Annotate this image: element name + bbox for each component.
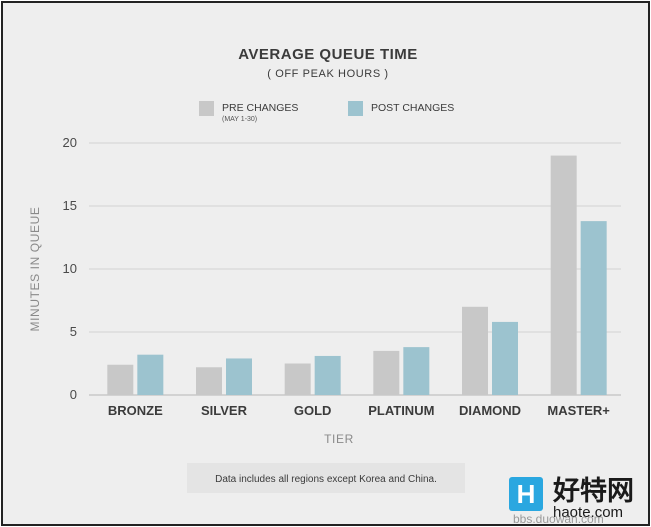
watermark-logo-letter: H [517, 479, 536, 509]
bar-post-gold [314, 355, 341, 395]
y-axis-title: MINUTES IN QUEUE [28, 207, 42, 332]
x-category-label: BRONZE [108, 403, 163, 418]
x-category-label: DIAMOND [459, 403, 521, 418]
x-category-labels: BRONZE SILVER GOLD PLATINUM DIAMOND MASTER+ [108, 403, 610, 418]
watermark-name: 好特网 [552, 476, 634, 506]
bar-post-platinum [403, 347, 430, 395]
footnote-text: Data includes all regions except Korea a… [215, 474, 437, 485]
bars [107, 155, 607, 395]
y-tick-label: 10 [63, 261, 77, 276]
gridlines [89, 142, 621, 396]
chart-title: AVERAGE QUEUE TIME [238, 46, 418, 63]
bar-post-master [580, 221, 607, 395]
watermark-logo-icon [509, 477, 543, 511]
x-category-label: GOLD [294, 403, 332, 418]
bar-pre-bronze [107, 364, 134, 395]
legend-note-pre: (MAY 1-30) [222, 116, 257, 123]
y-tick-label: 20 [63, 135, 77, 150]
legend-label-post: POST CHANGES [371, 102, 454, 114]
legend-swatch-post [348, 101, 363, 116]
chart-subtitle: ( OFF PEAK HOURS ) [267, 68, 388, 80]
bar-post-bronze [137, 354, 164, 395]
bar-pre-master [550, 155, 577, 395]
x-axis-title: TIER [324, 432, 354, 446]
y-tick-labels: 0 5 10 15 20 [63, 135, 77, 402]
legend-swatch-pre [199, 101, 214, 116]
x-category-label: MASTER+ [547, 403, 610, 418]
y-tick-label: 5 [70, 324, 77, 339]
y-tick-label: 15 [63, 198, 77, 213]
bar-post-silver [226, 358, 252, 395]
footnote-box: Data includes all regions except Korea a… [187, 463, 465, 493]
x-category-label: SILVER [201, 403, 248, 418]
watermark: H 好特网 haote.com bbs.duowan.com [509, 476, 634, 524]
watermark-overlay-url: bbs.duowan.com [513, 512, 604, 524]
x-category-label: PLATINUM [368, 403, 434, 418]
watermark-url: haote.com [553, 504, 623, 521]
legend: PRE CHANGES (MAY 1-30) POST CHANGES [199, 101, 454, 123]
bar-chart: AVERAGE QUEUE TIME ( OFF PEAK HOURS ) PR… [28, 46, 634, 524]
bar-post-diamond [492, 321, 518, 395]
bar-pre-silver [196, 367, 222, 395]
bar-pre-platinum [373, 350, 400, 395]
legend-label-pre: PRE CHANGES [222, 102, 298, 114]
bar-pre-diamond [462, 306, 488, 395]
y-tick-label: 0 [70, 387, 77, 402]
bar-pre-gold [284, 363, 311, 395]
